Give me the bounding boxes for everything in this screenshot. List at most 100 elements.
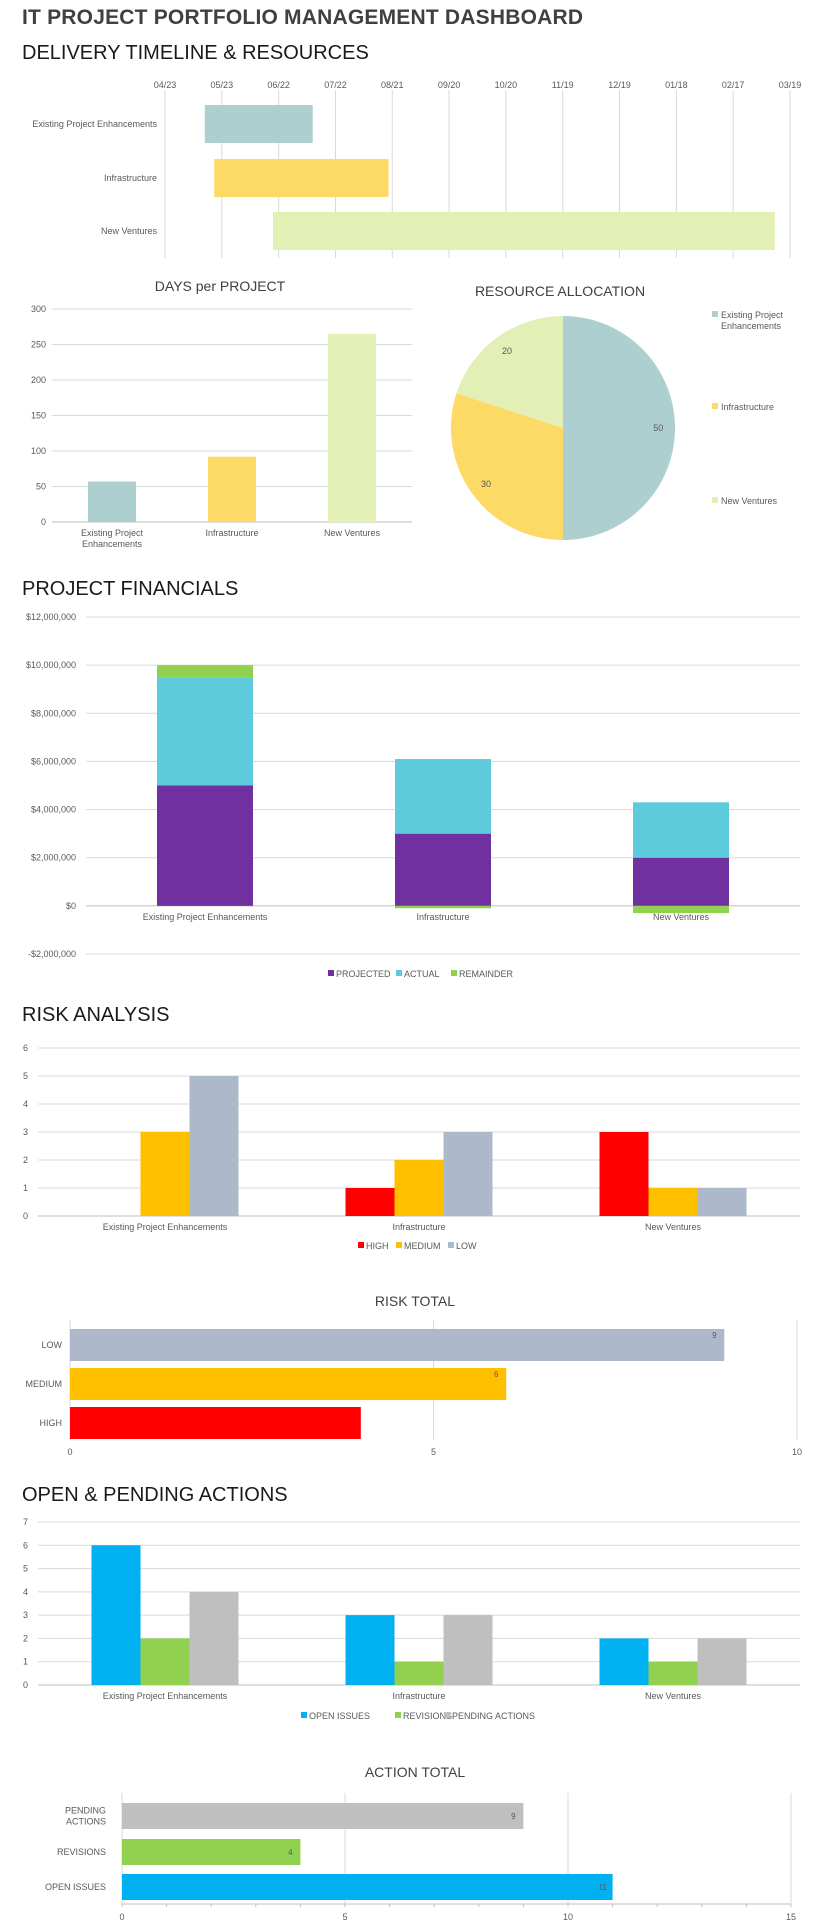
- action-total-data-label: 11: [598, 1883, 607, 1892]
- action-total-tick-label: 0: [119, 1912, 124, 1922]
- action-total-tick-label: 10: [563, 1912, 573, 1922]
- actions-tick-label: 5: [23, 1564, 28, 1574]
- resource-legend-label: Enhancements: [721, 321, 782, 331]
- financials-legend-swatch: [328, 970, 334, 976]
- actions-category-label: New Ventures: [645, 1691, 702, 1701]
- timeline-tick-label: 03/19: [779, 80, 802, 90]
- action-total-tick-label: 15: [786, 1912, 796, 1922]
- actions-tick-label: 2: [23, 1633, 28, 1643]
- risk-bar: [394, 1160, 444, 1216]
- risk-category-label: Infrastructure: [392, 1222, 445, 1232]
- risk-legend-label: LOW: [456, 1241, 477, 1251]
- days-tick-label: 50: [36, 482, 46, 492]
- action-total-category-label: PENDING: [65, 1806, 106, 1816]
- actions-tick-label: 3: [23, 1610, 28, 1620]
- action-total-category-label: REVISIONS: [57, 1847, 106, 1857]
- resource-pie-slice: [563, 316, 675, 540]
- actions-legend-swatch: [301, 1712, 307, 1718]
- risk-tick-label: 4: [23, 1099, 28, 1109]
- page-title: IT PROJECT PORTFOLIO MANAGEMENT DASHBOAR…: [22, 6, 584, 29]
- timeline-tick-label: 06/22: [267, 80, 290, 90]
- financials-legend-label: REMAINDER: [459, 969, 514, 979]
- risk-tick-label: 3: [23, 1127, 28, 1137]
- financials-tick-label: $10,000,000: [26, 660, 76, 670]
- financials-bar: [633, 802, 729, 858]
- risk-bar: [697, 1188, 747, 1216]
- actions-category-label: Infrastructure: [392, 1691, 445, 1701]
- financials-category-label: New Ventures: [653, 912, 710, 922]
- section-risk-heading: RISK ANALYSIS: [22, 1004, 170, 1026]
- timeline-tick-label: 10/20: [495, 80, 518, 90]
- timeline-tick-label: 02/17: [722, 80, 745, 90]
- financials-bar: [395, 833, 491, 906]
- actions-category-label: Existing Project Enhancements: [103, 1691, 228, 1701]
- risk-bar: [599, 1132, 649, 1216]
- actions-bar: [345, 1615, 395, 1685]
- risk-tick-label: 5: [23, 1071, 28, 1081]
- risk-legend-swatch: [358, 1242, 364, 1248]
- actions-tick-label: 4: [23, 1587, 28, 1597]
- days-tick-label: 100: [31, 446, 46, 456]
- timeline-bar: [272, 212, 775, 250]
- financials-legend-swatch: [451, 970, 457, 976]
- financials-bar: [157, 665, 253, 678]
- risk-total-category-label: MEDIUM: [26, 1379, 63, 1389]
- actions-legend-label: PENDING ACTIONS: [452, 1711, 535, 1721]
- days-tick-label: 300: [31, 304, 46, 314]
- timeline-category-label: Existing Project Enhancements: [32, 119, 157, 129]
- risk-bar: [345, 1188, 395, 1216]
- risk-total-tick-label: 0: [67, 1447, 72, 1457]
- risk-legend-label: MEDIUM: [404, 1241, 441, 1251]
- financials-category-label: Infrastructure: [416, 912, 469, 922]
- resource-pie-data-label: 30: [481, 479, 491, 489]
- risk-total-category-label: HIGH: [40, 1418, 63, 1428]
- action-total-category-label: OPEN ISSUES: [45, 1882, 106, 1892]
- risk-legend-swatch: [396, 1242, 402, 1248]
- actions-bar: [697, 1638, 747, 1685]
- days-tick-label: 200: [31, 375, 46, 385]
- timeline-tick-label: 01/18: [665, 80, 688, 90]
- action-total-bar: [122, 1803, 524, 1829]
- action-total-bar: [122, 1874, 613, 1900]
- timeline-bar: [214, 159, 389, 197]
- action-total-data-label: 9: [511, 1812, 516, 1821]
- resource-legend-label: Infrastructure: [721, 402, 774, 412]
- timeline-tick-label: 04/23: [154, 80, 177, 90]
- days-category-label: Enhancements: [82, 539, 143, 549]
- days-tick-label: 250: [31, 340, 46, 350]
- resource-legend-swatch: [712, 497, 718, 503]
- timeline-bar: [204, 105, 313, 143]
- risk-category-label: New Ventures: [645, 1222, 702, 1232]
- financials-tick-label: $2,000,000: [31, 853, 76, 863]
- financials-legend-label: ACTUAL: [404, 969, 440, 979]
- timeline-tick-label: 12/19: [608, 80, 631, 90]
- actions-bar: [91, 1545, 141, 1685]
- action-total-data-label: 4: [288, 1848, 293, 1857]
- risk-total-tick-label: 5: [431, 1447, 436, 1457]
- actions-legend-label: REVISIONS: [403, 1711, 452, 1721]
- risk-total-chart-title: RISK TOTAL: [374, 1293, 456, 1309]
- timeline-tick-label: 05/23: [211, 80, 234, 90]
- actions-bar: [599, 1638, 649, 1685]
- financials-bar: [395, 759, 491, 834]
- risk-legend-label: HIGH: [366, 1241, 389, 1251]
- resource-pie-data-label: 20: [502, 346, 512, 356]
- actions-bar: [140, 1638, 190, 1685]
- actions-legend-swatch: [444, 1712, 450, 1718]
- risk-total-data-label: 9: [712, 1331, 717, 1340]
- resource-pie-slice: [456, 316, 563, 428]
- financials-bar: [157, 677, 253, 786]
- risk-category-label: Existing Project Enhancements: [103, 1222, 228, 1232]
- risk-total-data-label: 6: [494, 1370, 499, 1379]
- actions-tick-label: 7: [23, 1517, 28, 1527]
- risk-bar: [443, 1132, 493, 1216]
- timeline-tick-label: 07/22: [324, 80, 347, 90]
- financials-legend-swatch: [396, 970, 402, 976]
- financials-tick-label: $8,000,000: [31, 708, 76, 718]
- financials-tick-label: $0: [66, 901, 76, 911]
- risk-total-category-label: LOW: [41, 1340, 62, 1350]
- days-tick-label: 150: [31, 411, 46, 421]
- risk-tick-label: 2: [23, 1155, 28, 1165]
- risk-tick-label: 6: [23, 1043, 28, 1053]
- financials-tick-label: -$2,000,000: [28, 949, 76, 959]
